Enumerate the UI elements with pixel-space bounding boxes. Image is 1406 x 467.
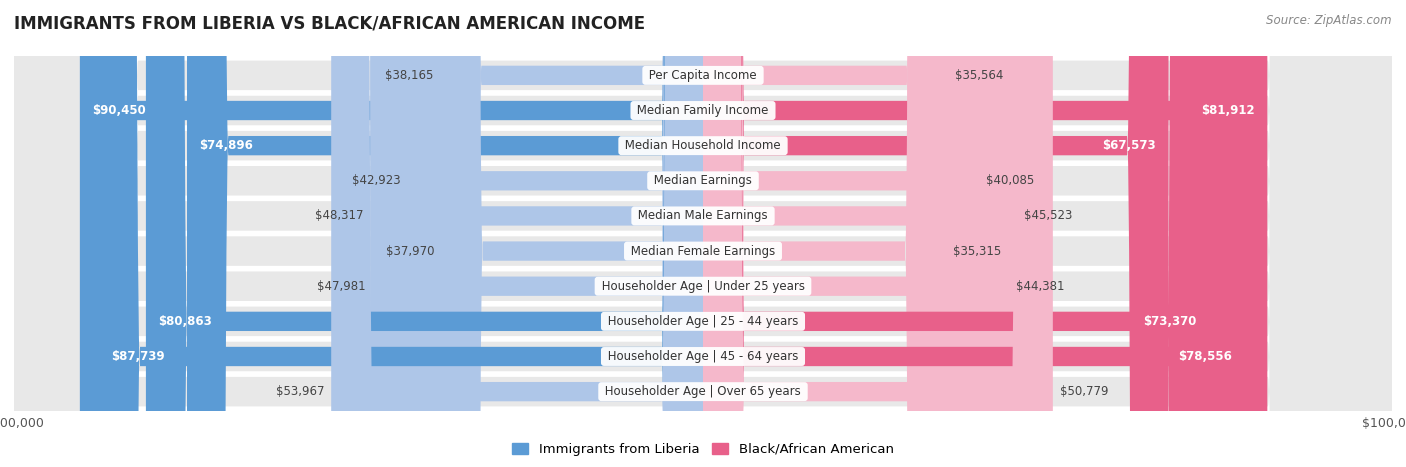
Text: $47,981: $47,981 [316,280,366,293]
Text: $67,573: $67,573 [1102,139,1156,152]
Text: $53,967: $53,967 [276,385,325,398]
FancyBboxPatch shape [703,0,1017,467]
Text: Median Household Income: Median Household Income [621,139,785,152]
Text: $35,564: $35,564 [955,69,1004,82]
Text: $44,381: $44,381 [1015,280,1064,293]
FancyBboxPatch shape [146,0,703,467]
FancyBboxPatch shape [703,0,1008,467]
Text: $87,739: $87,739 [111,350,165,363]
Text: $80,863: $80,863 [159,315,212,328]
FancyBboxPatch shape [332,0,703,467]
FancyBboxPatch shape [14,0,1392,467]
FancyBboxPatch shape [14,0,1392,467]
FancyBboxPatch shape [703,0,1168,467]
Text: $78,556: $78,556 [1178,350,1232,363]
Text: $90,450: $90,450 [93,104,146,117]
Legend: Immigrants from Liberia, Black/African American: Immigrants from Liberia, Black/African A… [508,438,898,461]
FancyBboxPatch shape [14,0,1392,467]
FancyBboxPatch shape [187,0,703,467]
FancyBboxPatch shape [408,0,703,467]
Text: $38,165: $38,165 [385,69,433,82]
FancyBboxPatch shape [14,0,1392,467]
FancyBboxPatch shape [14,0,1392,467]
Text: $50,779: $50,779 [1060,385,1108,398]
Text: $42,923: $42,923 [352,174,401,187]
Text: Householder Age | 45 - 64 years: Householder Age | 45 - 64 years [605,350,801,363]
Text: $48,317: $48,317 [315,209,363,222]
FancyBboxPatch shape [14,0,1392,467]
Text: $45,523: $45,523 [1024,209,1071,222]
FancyBboxPatch shape [14,0,1392,467]
FancyBboxPatch shape [703,0,1244,467]
FancyBboxPatch shape [703,0,979,467]
FancyBboxPatch shape [370,0,703,467]
FancyBboxPatch shape [14,0,1392,467]
FancyBboxPatch shape [373,0,703,467]
Text: Median Family Income: Median Family Income [634,104,772,117]
FancyBboxPatch shape [441,0,703,467]
FancyBboxPatch shape [14,0,1392,467]
Text: $40,085: $40,085 [986,174,1035,187]
Text: Per Capita Income: Per Capita Income [645,69,761,82]
Text: Householder Age | Over 65 years: Householder Age | Over 65 years [602,385,804,398]
FancyBboxPatch shape [80,0,703,467]
Text: Householder Age | Under 25 years: Householder Age | Under 25 years [598,280,808,293]
Text: $73,370: $73,370 [1143,315,1197,328]
FancyBboxPatch shape [703,0,1209,467]
FancyBboxPatch shape [703,0,1267,467]
FancyBboxPatch shape [440,0,703,467]
FancyBboxPatch shape [14,0,1392,467]
FancyBboxPatch shape [98,0,703,467]
Text: IMMIGRANTS FROM LIBERIA VS BLACK/AFRICAN AMERICAN INCOME: IMMIGRANTS FROM LIBERIA VS BLACK/AFRICAN… [14,14,645,32]
Text: Median Male Earnings: Median Male Earnings [634,209,772,222]
FancyBboxPatch shape [703,0,948,467]
Text: Householder Age | 25 - 44 years: Householder Age | 25 - 44 years [605,315,801,328]
Text: Source: ZipAtlas.com: Source: ZipAtlas.com [1267,14,1392,27]
Text: $37,970: $37,970 [387,245,434,258]
Text: $81,912: $81,912 [1201,104,1256,117]
Text: $35,315: $35,315 [953,245,1001,258]
Text: Median Earnings: Median Earnings [650,174,756,187]
FancyBboxPatch shape [703,0,1053,467]
FancyBboxPatch shape [703,0,946,467]
Text: Median Female Earnings: Median Female Earnings [627,245,779,258]
Text: $74,896: $74,896 [200,139,253,152]
